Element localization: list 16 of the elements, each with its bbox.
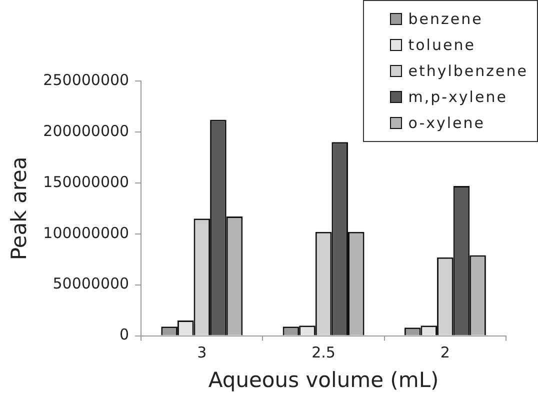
y-axis-title: Peak area bbox=[7, 156, 32, 260]
legend-label: ethylbenzene bbox=[408, 62, 528, 80]
y-tick-label: 150000000 bbox=[43, 172, 130, 191]
y-tick-label: 0 bbox=[120, 326, 130, 344]
x-tick-label: 3 bbox=[197, 344, 207, 362]
legend-label: m,p-xylene bbox=[408, 88, 508, 106]
x-tick-label: 2.5 bbox=[312, 344, 336, 362]
legend-label: benzene bbox=[408, 10, 483, 28]
x-axis-title: Aqueous volume (mL) bbox=[208, 368, 439, 392]
x-tick-label: 2 bbox=[440, 344, 450, 362]
y-tick-label: 200000000 bbox=[43, 122, 130, 140]
y-tick-label: 100000000 bbox=[43, 224, 130, 242]
y-tick-label: 50000000 bbox=[52, 274, 130, 293]
legend-label: toluene bbox=[408, 36, 476, 54]
y-tick-label: 250000000 bbox=[43, 70, 130, 89]
legend-label: o-xylene bbox=[408, 114, 485, 132]
